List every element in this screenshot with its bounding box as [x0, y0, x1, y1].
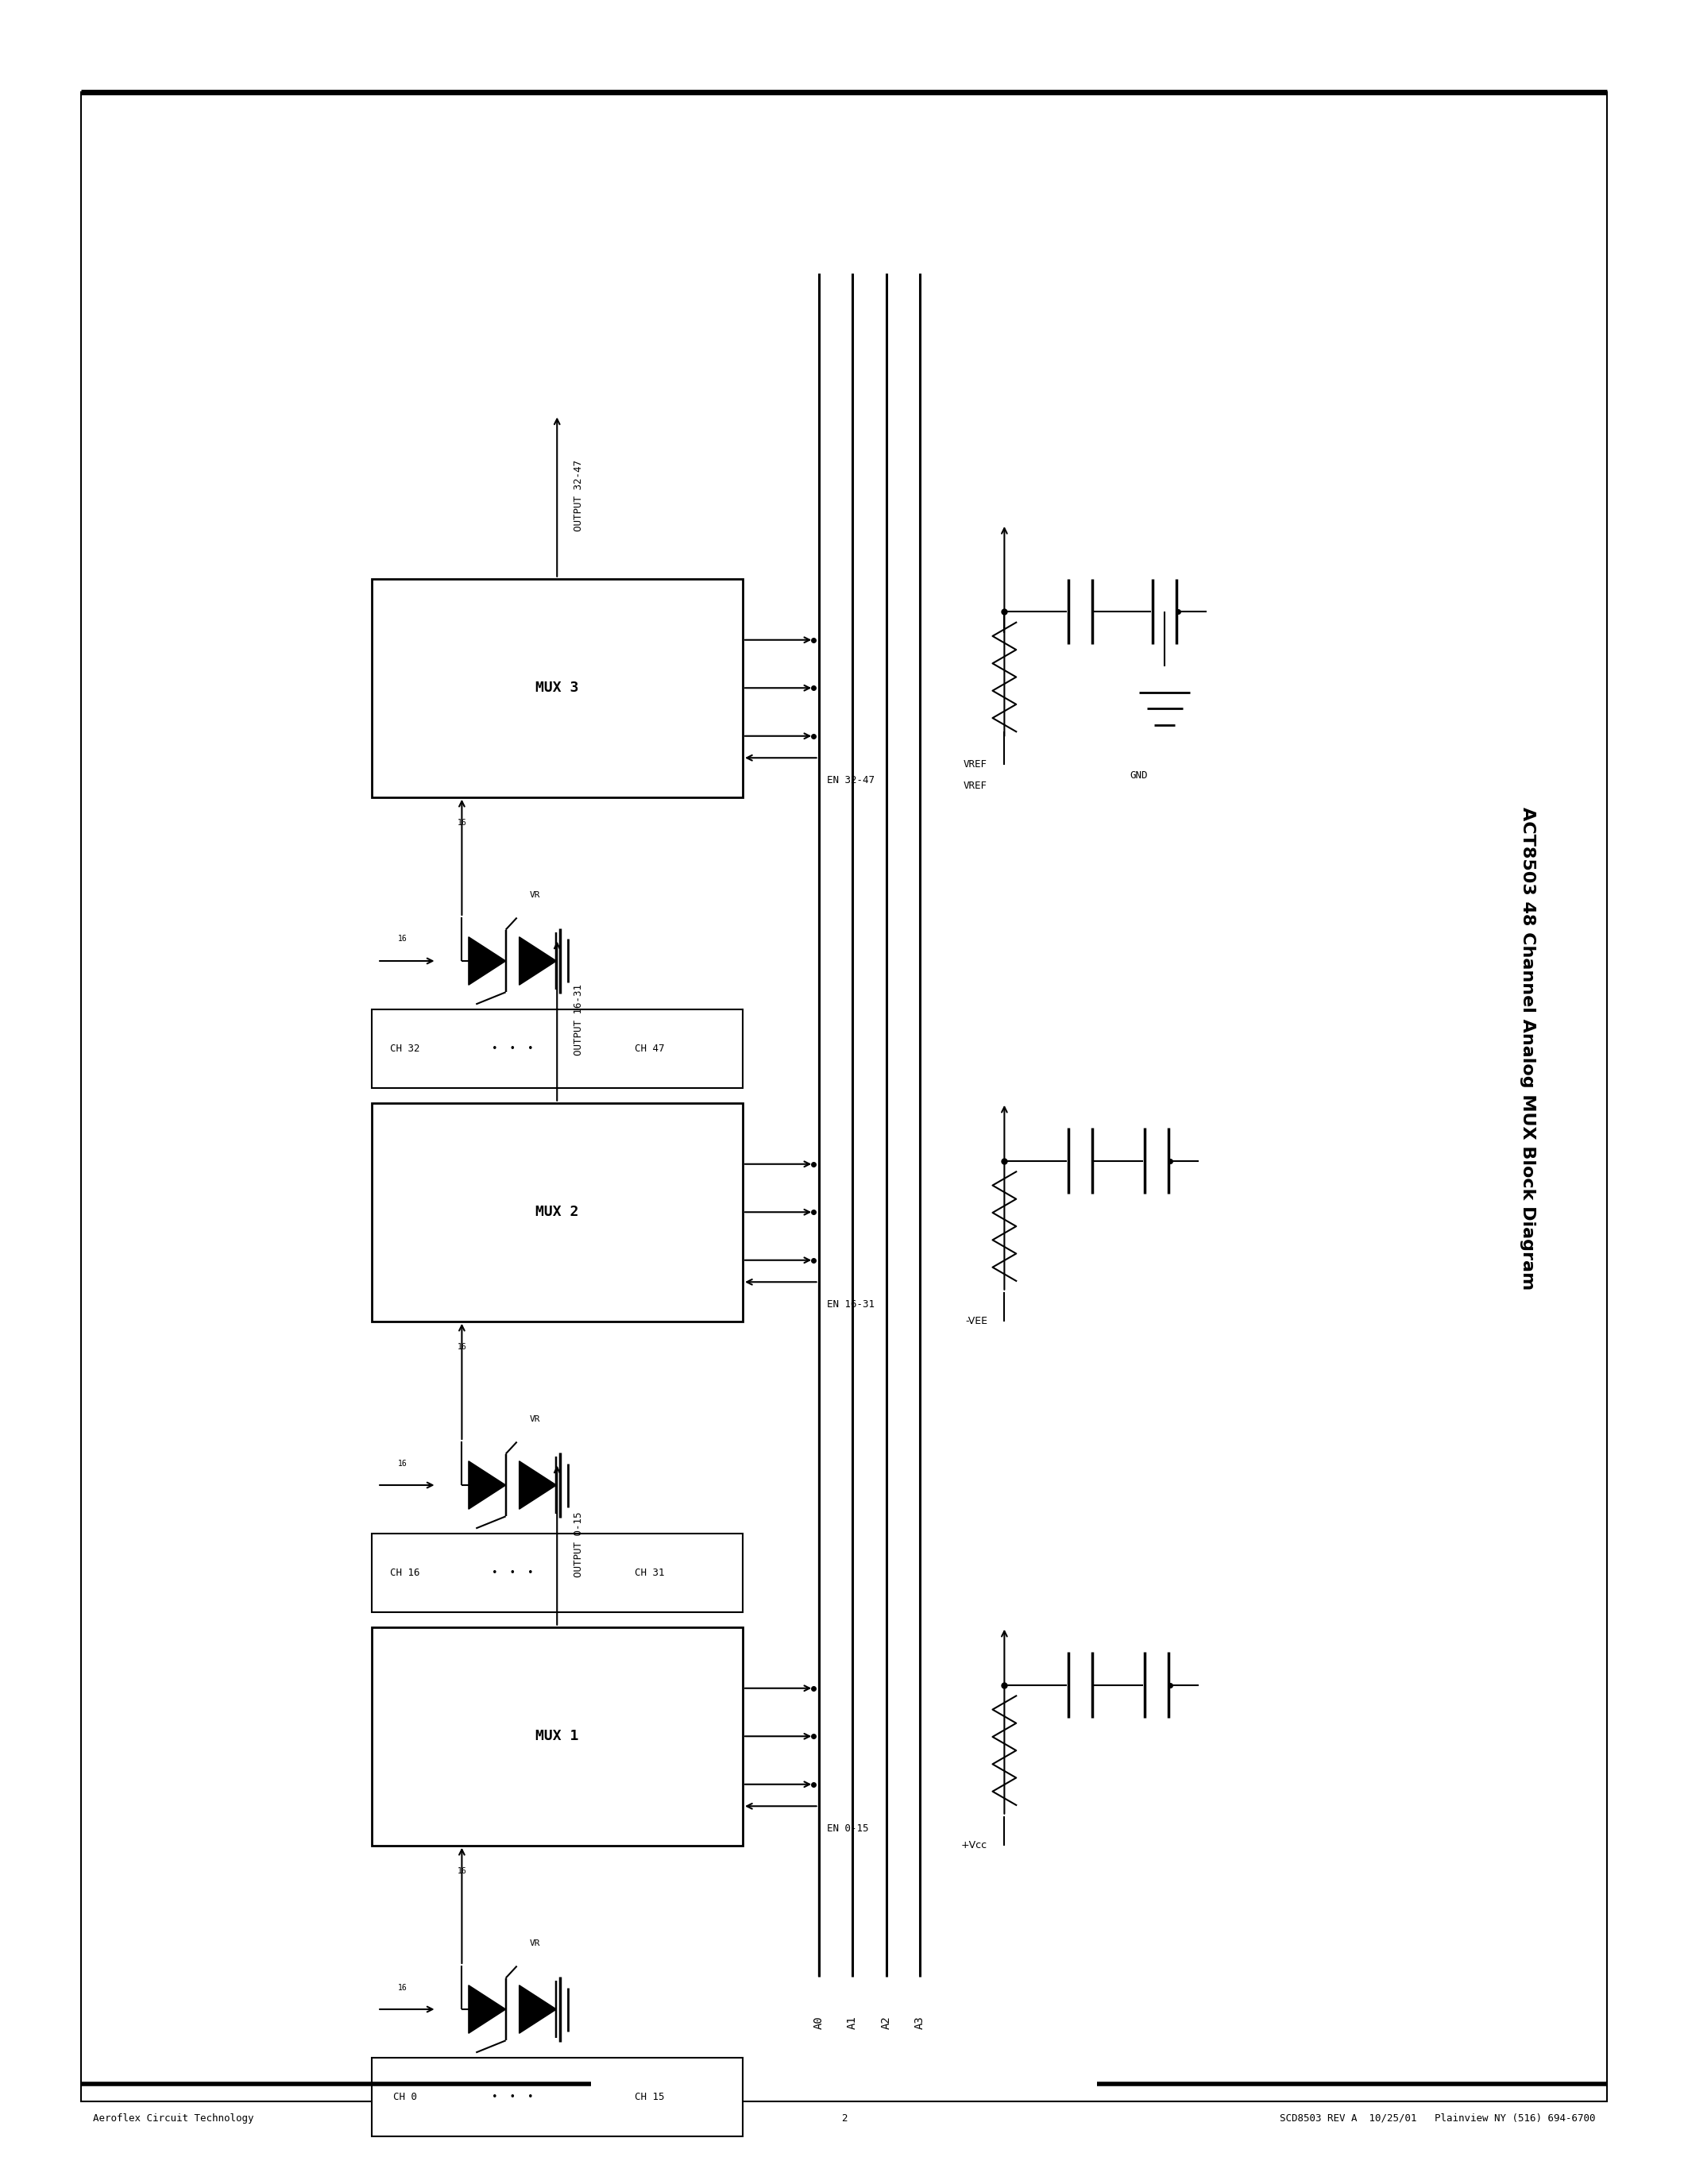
Text: CH 0: CH 0 — [393, 2092, 417, 2101]
Text: A2: A2 — [881, 2016, 891, 2029]
Polygon shape — [520, 937, 557, 985]
Text: +Vcc: +Vcc — [960, 1841, 987, 1850]
Text: 16: 16 — [457, 1343, 466, 1352]
Text: EN 16-31: EN 16-31 — [827, 1299, 874, 1310]
Bar — [371, 579, 743, 797]
Text: Aeroflex Circuit Technology: Aeroflex Circuit Technology — [93, 2114, 253, 2123]
Text: VR: VR — [530, 1415, 540, 1424]
Text: EN 32-47: EN 32-47 — [827, 775, 874, 786]
Text: VR: VR — [530, 1939, 540, 1948]
Text: •  •  •: • • • — [491, 2092, 533, 2101]
Text: EN 0-15: EN 0-15 — [827, 1824, 869, 1835]
Bar — [371, 1627, 743, 1845]
Text: CH 32: CH 32 — [390, 1044, 420, 1053]
Text: MUX 2: MUX 2 — [535, 1206, 579, 1219]
Text: 16: 16 — [457, 819, 466, 828]
Text: OUTPUT 16-31: OUTPUT 16-31 — [574, 985, 584, 1055]
Text: 2: 2 — [841, 2114, 847, 2123]
Text: 16: 16 — [457, 1867, 466, 1876]
Text: ACT8503 48 Channel Analog MUX Block Diagram: ACT8503 48 Channel Analog MUX Block Diag… — [1519, 806, 1536, 1291]
Text: CH 15: CH 15 — [635, 2092, 665, 2101]
Text: CH 16: CH 16 — [390, 1568, 420, 1577]
Text: VR: VR — [530, 891, 540, 900]
Text: CH 47: CH 47 — [635, 1044, 665, 1053]
Text: 16: 16 — [398, 1459, 407, 1468]
Polygon shape — [520, 1985, 557, 2033]
Polygon shape — [520, 1461, 557, 1509]
Text: OUTPUT 0-15: OUTPUT 0-15 — [574, 1511, 584, 1577]
Polygon shape — [469, 937, 506, 985]
Text: CH 31: CH 31 — [635, 1568, 665, 1577]
Text: A0: A0 — [814, 2016, 824, 2029]
Text: MUX 3: MUX 3 — [535, 681, 579, 695]
Text: A1: A1 — [847, 2016, 858, 2029]
Polygon shape — [469, 1985, 506, 2033]
Text: •  •  •: • • • — [491, 1044, 533, 1053]
Bar — [371, 1533, 743, 1612]
Text: 16: 16 — [398, 935, 407, 943]
Text: SCD8503 REV A  10/25/01   Plainview NY (516) 694-6700: SCD8503 REV A 10/25/01 Plainview NY (516… — [1280, 2114, 1595, 2123]
Text: MUX 1: MUX 1 — [535, 1730, 579, 1743]
Bar — [371, 1009, 743, 1088]
Bar — [371, 2057, 743, 2136]
Text: 16: 16 — [398, 1983, 407, 1992]
Text: -VEE: -VEE — [966, 1317, 987, 1326]
Text: A3: A3 — [915, 2016, 925, 2029]
Bar — [371, 1103, 743, 1321]
Text: VREF: VREF — [964, 760, 987, 769]
Text: VREF: VREF — [964, 782, 987, 791]
Text: OUTPUT 32-47: OUTPUT 32-47 — [574, 461, 584, 531]
Polygon shape — [469, 1461, 506, 1509]
Text: GND: GND — [1129, 771, 1148, 780]
Text: •  •  •: • • • — [491, 1568, 533, 1577]
